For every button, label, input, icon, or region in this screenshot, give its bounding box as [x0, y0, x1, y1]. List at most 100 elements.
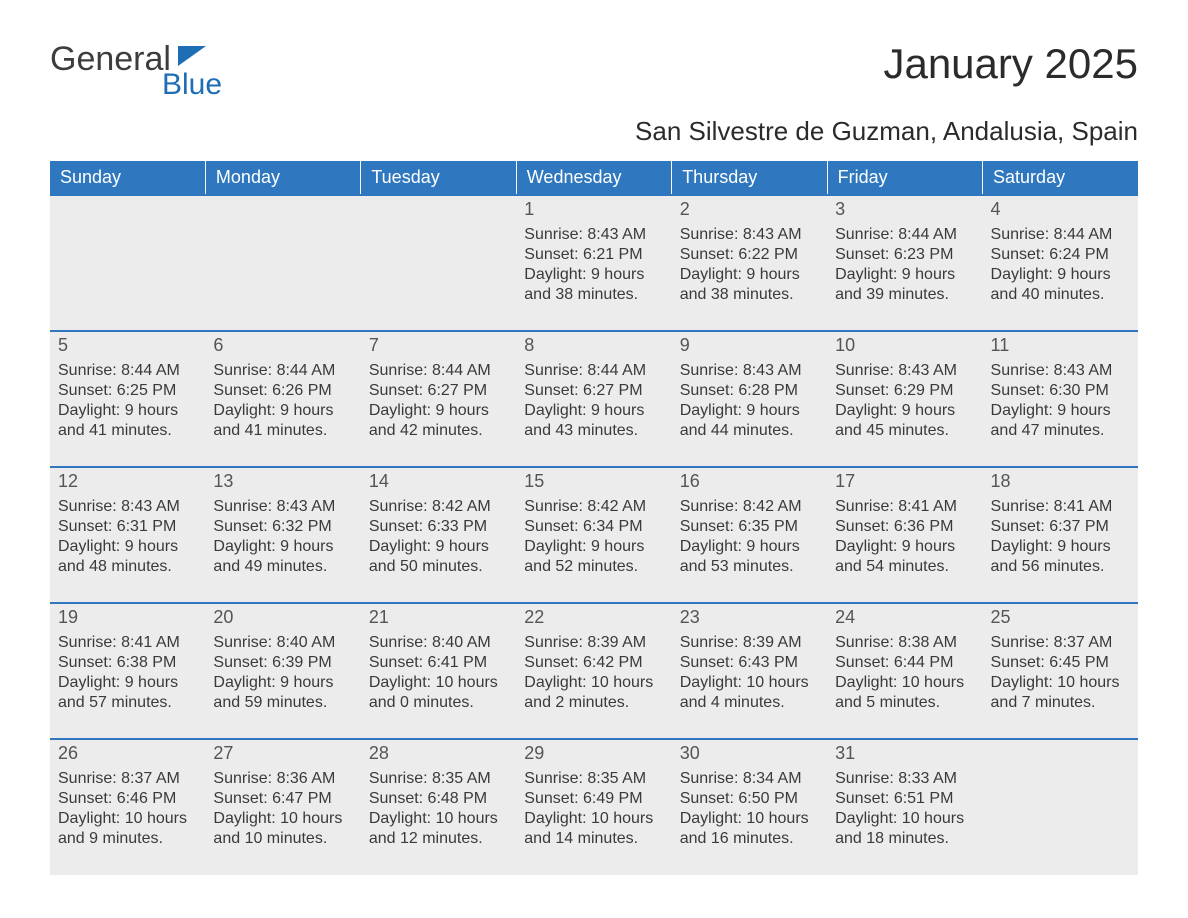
sunset-text: Sunset: 6:41 PM [369, 653, 508, 673]
sunset-text: Sunset: 6:48 PM [369, 789, 508, 809]
day-details: Sunrise: 8:34 AMSunset: 6:50 PMDaylight:… [672, 767, 827, 859]
calendar-day-cell: 25Sunrise: 8:37 AMSunset: 6:45 PMDayligh… [983, 603, 1138, 739]
day-details: Sunrise: 8:43 AMSunset: 6:22 PMDaylight:… [672, 223, 827, 315]
sunrise-text: Sunrise: 8:44 AM [58, 361, 197, 381]
day-details: Sunrise: 8:33 AMSunset: 6:51 PMDaylight:… [827, 767, 982, 859]
daylight-text: Daylight: 9 hours and 52 minutes. [524, 537, 663, 577]
brand-logo: General Blue [50, 40, 250, 110]
day-details: Sunrise: 8:39 AMSunset: 6:42 PMDaylight:… [516, 631, 671, 723]
calendar-day-cell: 11Sunrise: 8:43 AMSunset: 6:30 PMDayligh… [983, 331, 1138, 467]
calendar-day-cell: 20Sunrise: 8:40 AMSunset: 6:39 PMDayligh… [205, 603, 360, 739]
sunrise-text: Sunrise: 8:41 AM [835, 497, 974, 517]
daylight-text: Daylight: 9 hours and 38 minutes. [680, 265, 819, 305]
day-number: 18 [983, 468, 1138, 495]
day-number: 2 [672, 196, 827, 223]
calendar-week-row: 26Sunrise: 8:37 AMSunset: 6:46 PMDayligh… [50, 739, 1138, 875]
calendar-day-cell: 5Sunrise: 8:44 AMSunset: 6:25 PMDaylight… [50, 331, 205, 467]
day-details: Sunrise: 8:38 AMSunset: 6:44 PMDaylight:… [827, 631, 982, 723]
calendar-day-cell: 2Sunrise: 8:43 AMSunset: 6:22 PMDaylight… [672, 195, 827, 331]
day-number [983, 740, 1138, 767]
day-number: 21 [361, 604, 516, 631]
sunset-text: Sunset: 6:50 PM [680, 789, 819, 809]
sunset-text: Sunset: 6:43 PM [680, 653, 819, 673]
sunset-text: Sunset: 6:36 PM [835, 517, 974, 537]
calendar-day-cell: 18Sunrise: 8:41 AMSunset: 6:37 PMDayligh… [983, 467, 1138, 603]
daylight-text: Daylight: 9 hours and 56 minutes. [991, 537, 1130, 577]
sunrise-text: Sunrise: 8:38 AM [835, 633, 974, 653]
daylight-text: Daylight: 9 hours and 49 minutes. [213, 537, 352, 577]
sunset-text: Sunset: 6:38 PM [58, 653, 197, 673]
day-details [205, 223, 360, 235]
calendar-week-row: 12Sunrise: 8:43 AMSunset: 6:31 PMDayligh… [50, 467, 1138, 603]
day-number [361, 196, 516, 223]
sunrise-text: Sunrise: 8:44 AM [835, 225, 974, 245]
day-number: 7 [361, 332, 516, 359]
sunset-text: Sunset: 6:45 PM [991, 653, 1130, 673]
sunset-text: Sunset: 6:32 PM [213, 517, 352, 537]
day-details: Sunrise: 8:41 AMSunset: 6:37 PMDaylight:… [983, 495, 1138, 587]
day-number: 17 [827, 468, 982, 495]
sunset-text: Sunset: 6:25 PM [58, 381, 197, 401]
day-details: Sunrise: 8:42 AMSunset: 6:35 PMDaylight:… [672, 495, 827, 587]
day-header-monday: Monday [205, 161, 360, 195]
day-details: Sunrise: 8:44 AMSunset: 6:25 PMDaylight:… [50, 359, 205, 451]
sunrise-text: Sunrise: 8:37 AM [991, 633, 1130, 653]
sunrise-text: Sunrise: 8:43 AM [680, 361, 819, 381]
daylight-text: Daylight: 10 hours and 2 minutes. [524, 673, 663, 713]
sunrise-text: Sunrise: 8:42 AM [680, 497, 819, 517]
day-number [50, 196, 205, 223]
brand-word-2: Blue [162, 68, 222, 102]
day-details: Sunrise: 8:35 AMSunset: 6:48 PMDaylight:… [361, 767, 516, 859]
daylight-text: Daylight: 10 hours and 9 minutes. [58, 809, 197, 849]
day-number: 29 [516, 740, 671, 767]
day-details: Sunrise: 8:40 AMSunset: 6:39 PMDaylight:… [205, 631, 360, 723]
sunset-text: Sunset: 6:37 PM [991, 517, 1130, 537]
sunrise-text: Sunrise: 8:37 AM [58, 769, 197, 789]
day-header-sunday: Sunday [50, 161, 205, 195]
calendar-day-cell [361, 195, 516, 331]
sunrise-text: Sunrise: 8:35 AM [369, 769, 508, 789]
sunrise-text: Sunrise: 8:43 AM [58, 497, 197, 517]
calendar-day-cell: 31Sunrise: 8:33 AMSunset: 6:51 PMDayligh… [827, 739, 982, 875]
day-number: 24 [827, 604, 982, 631]
calendar-day-cell: 13Sunrise: 8:43 AMSunset: 6:32 PMDayligh… [205, 467, 360, 603]
calendar-day-cell: 16Sunrise: 8:42 AMSunset: 6:35 PMDayligh… [672, 467, 827, 603]
sunrise-text: Sunrise: 8:33 AM [835, 769, 974, 789]
calendar-body: 1Sunrise: 8:43 AMSunset: 6:21 PMDaylight… [50, 195, 1138, 875]
sunrise-text: Sunrise: 8:44 AM [524, 361, 663, 381]
daylight-text: Daylight: 9 hours and 41 minutes. [58, 401, 197, 441]
calendar-day-cell: 21Sunrise: 8:40 AMSunset: 6:41 PMDayligh… [361, 603, 516, 739]
calendar-day-cell [983, 739, 1138, 875]
day-number: 22 [516, 604, 671, 631]
day-details: Sunrise: 8:44 AMSunset: 6:27 PMDaylight:… [361, 359, 516, 451]
daylight-text: Daylight: 9 hours and 53 minutes. [680, 537, 819, 577]
daylight-text: Daylight: 9 hours and 44 minutes. [680, 401, 819, 441]
day-details: Sunrise: 8:43 AMSunset: 6:31 PMDaylight:… [50, 495, 205, 587]
daylight-text: Daylight: 9 hours and 42 minutes. [369, 401, 508, 441]
sunrise-text: Sunrise: 8:41 AM [58, 633, 197, 653]
day-number: 10 [827, 332, 982, 359]
day-details: Sunrise: 8:37 AMSunset: 6:46 PMDaylight:… [50, 767, 205, 859]
sunset-text: Sunset: 6:51 PM [835, 789, 974, 809]
day-number: 5 [50, 332, 205, 359]
day-details: Sunrise: 8:35 AMSunset: 6:49 PMDaylight:… [516, 767, 671, 859]
day-header-thursday: Thursday [672, 161, 827, 195]
brand-triangle-icon [178, 46, 206, 66]
daylight-text: Daylight: 10 hours and 14 minutes. [524, 809, 663, 849]
calendar-day-cell: 27Sunrise: 8:36 AMSunset: 6:47 PMDayligh… [205, 739, 360, 875]
sunrise-text: Sunrise: 8:40 AM [369, 633, 508, 653]
day-details: Sunrise: 8:42 AMSunset: 6:33 PMDaylight:… [361, 495, 516, 587]
sunset-text: Sunset: 6:23 PM [835, 245, 974, 265]
calendar-day-cell: 7Sunrise: 8:44 AMSunset: 6:27 PMDaylight… [361, 331, 516, 467]
calendar-day-cell: 29Sunrise: 8:35 AMSunset: 6:49 PMDayligh… [516, 739, 671, 875]
calendar-day-cell: 30Sunrise: 8:34 AMSunset: 6:50 PMDayligh… [672, 739, 827, 875]
sunset-text: Sunset: 6:46 PM [58, 789, 197, 809]
sunrise-text: Sunrise: 8:36 AM [213, 769, 352, 789]
header-row: General Blue January 2025 [50, 40, 1138, 110]
day-number: 1 [516, 196, 671, 223]
day-details: Sunrise: 8:43 AMSunset: 6:32 PMDaylight:… [205, 495, 360, 587]
calendar-week-row: 19Sunrise: 8:41 AMSunset: 6:38 PMDayligh… [50, 603, 1138, 739]
day-details: Sunrise: 8:43 AMSunset: 6:29 PMDaylight:… [827, 359, 982, 451]
calendar-day-cell [50, 195, 205, 331]
sunset-text: Sunset: 6:49 PM [524, 789, 663, 809]
